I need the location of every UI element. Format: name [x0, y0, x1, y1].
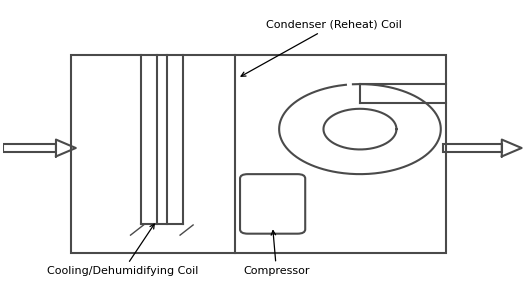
- Text: Cooling/Dehumidifying Coil: Cooling/Dehumidifying Coil: [47, 224, 198, 276]
- Bar: [71, 55, 446, 252]
- Text: Compressor: Compressor: [243, 231, 310, 276]
- Text: Condenser (Reheat) Coil: Condenser (Reheat) Coil: [241, 20, 402, 76]
- Bar: [3, 144, 56, 152]
- Bar: [443, 144, 502, 152]
